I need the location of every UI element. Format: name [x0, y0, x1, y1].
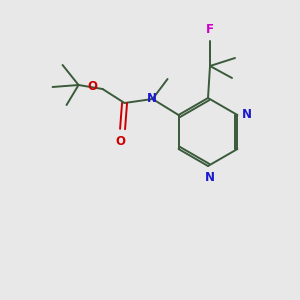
Text: F: F [206, 23, 214, 36]
Text: N: N [205, 171, 215, 184]
Text: N: N [242, 107, 251, 121]
Text: O: O [88, 80, 98, 94]
Text: O: O [116, 135, 126, 148]
Text: N: N [147, 92, 157, 104]
